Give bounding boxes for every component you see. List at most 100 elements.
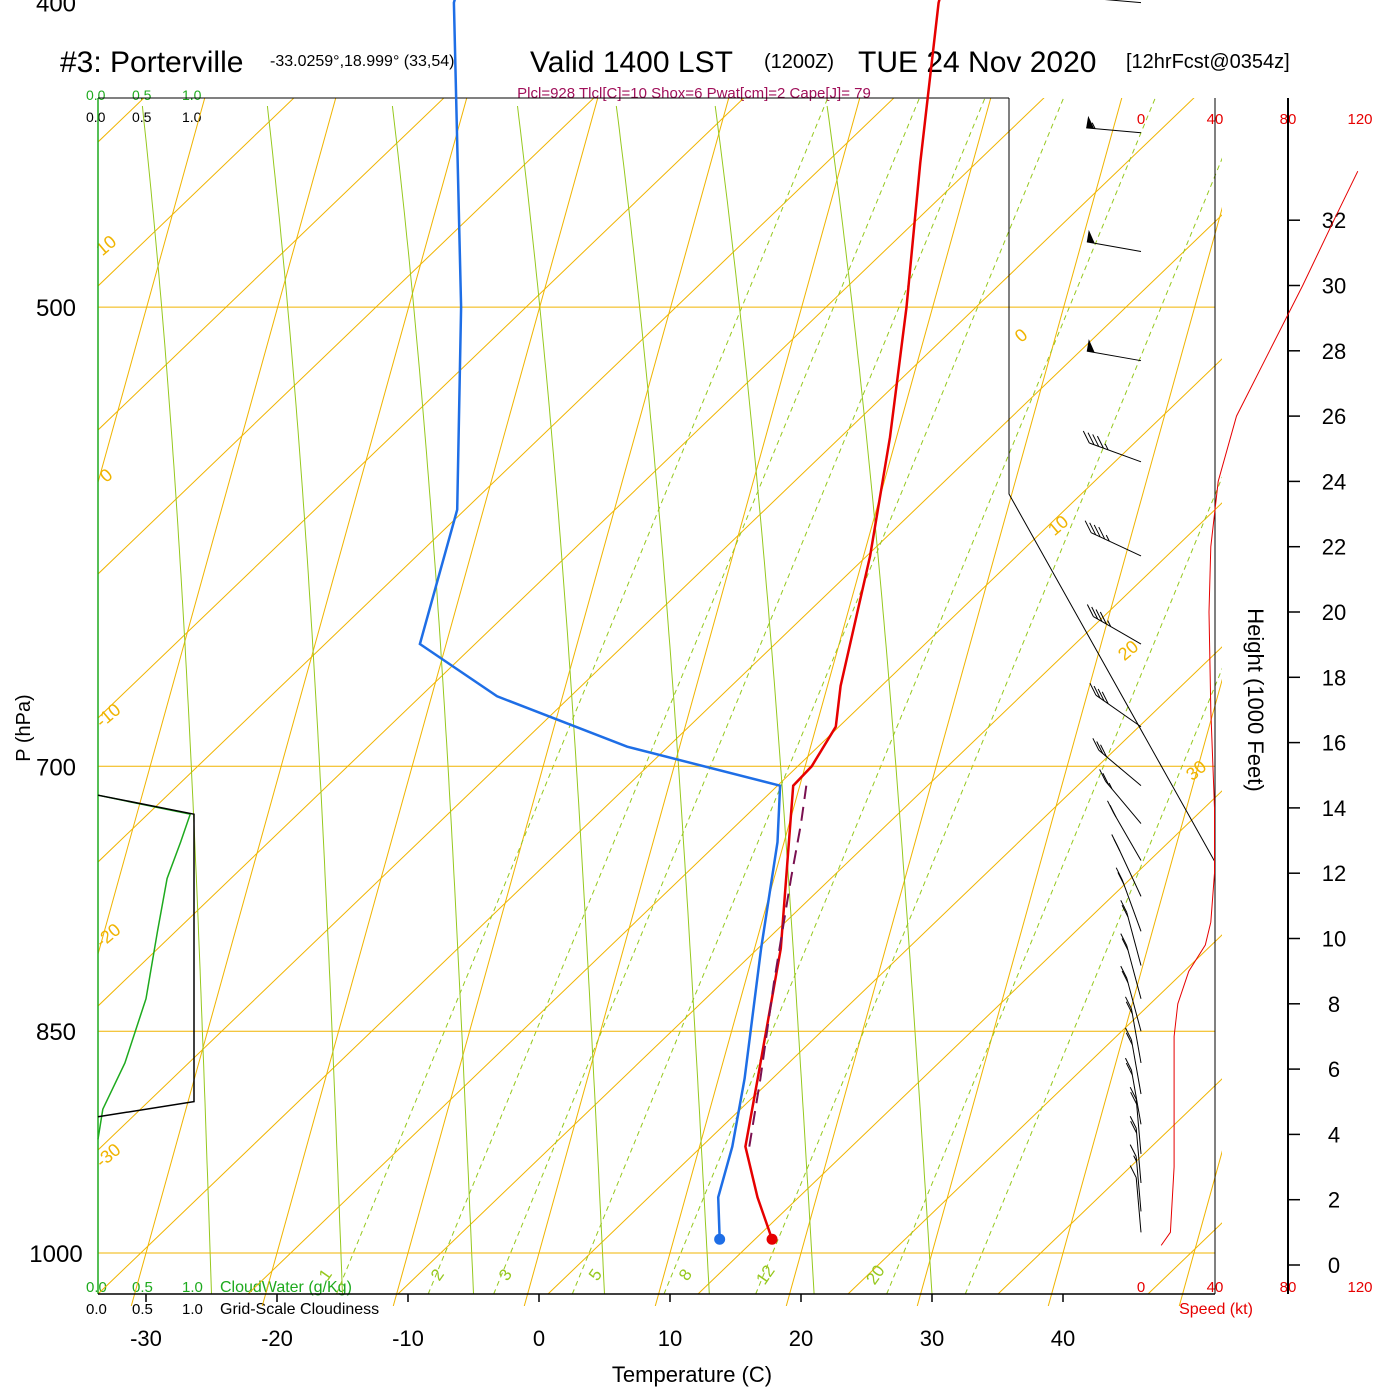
wind-barb-pennant — [1086, 339, 1095, 353]
mixing-ratio-line — [493, 98, 986, 1295]
wind-barb-full — [1130, 1120, 1138, 1134]
mixing-ratio-line — [755, 157, 1222, 1295]
wind-barb-half — [1104, 443, 1109, 451]
wind-barb-staff — [1093, 616, 1142, 645]
moist-adiabat-line — [141, 105, 212, 1295]
isotherm-line — [98, 98, 337, 956]
station-title: #3: Porterville — [60, 46, 243, 79]
height-tick-label: 26 — [1322, 404, 1346, 429]
dry-adiabat-line — [98, 98, 1195, 1151]
wind-barb-staff — [1086, 127, 1142, 134]
dry-adiabat-label: 10 — [92, 231, 120, 259]
wind-speed-line — [1160, 170, 1359, 1246]
wind-barb-full — [1096, 435, 1104, 449]
wind-barb-half — [1133, 1155, 1138, 1162]
sounding-profiles — [418, 0, 941, 1245]
wind-barb-full — [1125, 1062, 1133, 1076]
isotherm-line — [523, 98, 861, 1306]
dewpoint-line — [418, 0, 782, 1240]
wind-barb-full — [1117, 872, 1125, 885]
wind-barb-staff — [1086, 350, 1142, 362]
wind-barb-full — [1109, 804, 1117, 818]
wind-barb-full — [1087, 432, 1095, 445]
cloud-tick-label: 1.0 — [182, 1279, 203, 1296]
x-axis-title: Temperature (C) — [612, 1362, 772, 1387]
dry-adiabat-label: -10 — [92, 699, 125, 731]
mixing-ratio-label: 8 — [675, 1266, 696, 1285]
height-tick-label: 4 — [1328, 1122, 1340, 1147]
wind-barb-full — [1095, 609, 1103, 622]
temperature-line — [744, 0, 941, 1240]
moist-adiabat-line — [517, 105, 605, 1295]
dry-adiabat-line — [98, 98, 1045, 1007]
y-tick-label: 850 — [36, 1019, 76, 1046]
height-tick-label: 8 — [1328, 992, 1340, 1017]
height-tick-label: 0 — [1328, 1253, 1340, 1278]
height-tick-label: 10 — [1322, 927, 1346, 952]
dry-adiabat-line — [847, 934, 1222, 1295]
surface-temperature-dot — [766, 1233, 778, 1245]
wind-barb-full — [1125, 1001, 1133, 1014]
dry-adiabat-line — [98, 98, 595, 575]
wind-barb-full — [1121, 970, 1129, 984]
dry-adiabat-label: -20 — [92, 919, 125, 951]
dry-adiabat-label: -30 — [92, 1139, 125, 1171]
cloud-tick-label: 0.0 — [86, 109, 106, 125]
sounding-params: Plcl=928 Tlcl[C]=10 Shox=6 Pwat[cm]=2 Ca… — [517, 85, 871, 102]
isotherm-line — [130, 98, 468, 1306]
wind-barb-full — [1097, 688, 1105, 702]
wind-barb-staff — [1126, 912, 1142, 966]
mixing-ratio-line — [663, 98, 1156, 1295]
dry-adiabat-line — [1298, 94, 1400, 1294]
cloudiness-label: Grid-Scale Cloudiness — [220, 1301, 379, 1318]
wind-barb-staff — [1095, 694, 1142, 728]
cloudwater-label: CloudWater (g/Kg) — [220, 1279, 352, 1296]
isotherm-line — [392, 98, 730, 1306]
wind-speed-scale: 0 40 80 120 0 40 80 120 Speed (kt) — [1137, 111, 1373, 1318]
cloud-tick-label: 1.0 — [182, 87, 202, 103]
cloud-tick-label: 0.0 — [86, 1301, 107, 1318]
wind-barb-full — [1100, 744, 1107, 757]
wind-barb-full — [1115, 867, 1123, 880]
wind-barb-staff — [1130, 1039, 1142, 1095]
wind-barb-full — [1082, 430, 1090, 444]
height-tick-label: 16 — [1322, 731, 1346, 756]
wind-barb-full — [1096, 741, 1104, 754]
wind-barb-full — [1125, 1057, 1132, 1071]
station-coords: -33.0259°,18.999° (33,54) — [270, 53, 454, 70]
cloud-tick-label: 0.5 — [132, 87, 152, 103]
isotherm-line — [0, 0, 32, 1383]
isotherm-line — [0, 0, 294, 1383]
height-axis-title: Height (1000 Feet) — [1243, 608, 1268, 791]
cloud-panel — [97, 794, 195, 1140]
cloud-scale-bottom: 0.0 0.5 1.0 CloudWater (g/Kg) 0.0 0.5 1.… — [86, 1279, 379, 1318]
wind-barb-staff — [1086, 241, 1142, 252]
y-axis-title: P (hPa) — [13, 694, 35, 761]
wind-barb-staff — [1135, 1099, 1142, 1155]
mixing-ratio-line — [336, 98, 829, 1295]
isotherm-line — [1178, 1150, 1222, 1306]
mixing-ratio-line — [964, 667, 1222, 1295]
dry-adiabat-label: 30 — [1182, 756, 1210, 784]
wind-barb-pennant — [1086, 115, 1095, 129]
wind-barb-full — [1129, 1144, 1137, 1157]
cloud-scale-top: 0.0 0.5 1.0 0.0 0.5 1.0 — [86, 87, 202, 125]
wind-barb-full — [1125, 1032, 1133, 1045]
wind-barb-staff — [1130, 1070, 1142, 1125]
y-tick-label: 500 — [36, 295, 76, 322]
wind-barb-full — [1092, 738, 1100, 751]
height-tick-label: 2 — [1328, 1188, 1340, 1213]
wind-barb-full — [1091, 606, 1099, 620]
plot-right-border — [1008, 98, 1216, 1294]
wind-barb-full — [1121, 904, 1129, 918]
wind-scale-tick: 0 — [1137, 111, 1145, 128]
y-tick-label: 400 — [36, 0, 76, 18]
cloud-tick-label: 1.0 — [182, 1301, 203, 1318]
mixing-ratio-label: 2 — [427, 1266, 448, 1285]
isotherm-line — [1047, 678, 1222, 1306]
mixing-ratio-label: 12 — [752, 1262, 778, 1288]
x-tick-label: 30 — [920, 1326, 944, 1351]
dry-adiabat-line — [98, 214, 1222, 1295]
dry-adiabat-line — [98, 98, 745, 719]
height-tick-label: 18 — [1322, 665, 1346, 690]
